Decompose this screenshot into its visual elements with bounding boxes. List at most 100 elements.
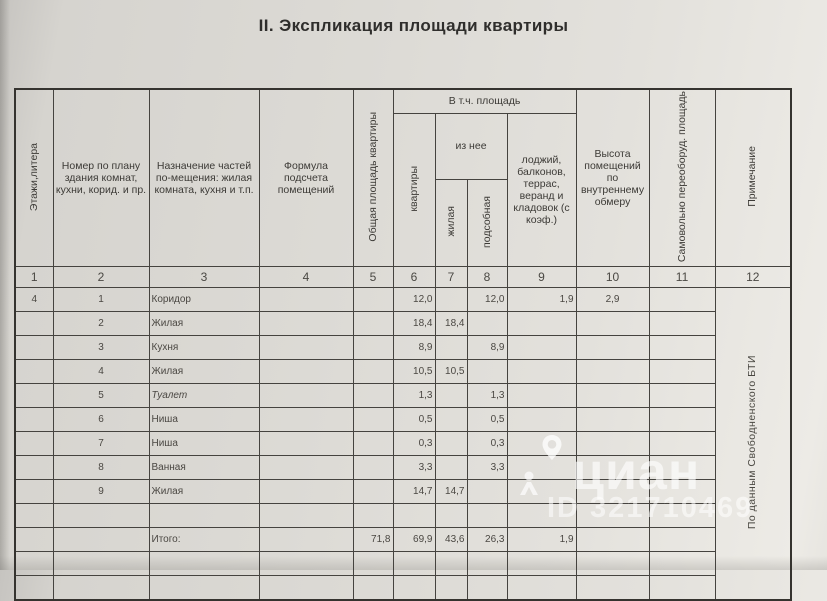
cell-r2-c7: 18,4 [434, 311, 468, 337]
cell-r10-c7 [434, 503, 468, 529]
cell-r4-c9 [506, 359, 577, 385]
cell-r12-c3 [148, 551, 260, 577]
cell-r1-c5 [352, 287, 394, 313]
cell-r13-c8 [466, 575, 508, 601]
header-formula: Формула подсчета помещений [258, 88, 354, 268]
table-row [14, 503, 791, 529]
cell-r7-c9 [506, 431, 577, 457]
header-balconies: лоджий, балконов, террас, веранд и кладо… [506, 112, 577, 268]
colnum-5: 5 [352, 266, 394, 289]
cell-r9-c3: Жилая [148, 479, 260, 505]
cell-r3-c9 [506, 335, 577, 361]
cell-r5-c7 [434, 383, 468, 409]
cell-r3-c7 [434, 335, 468, 361]
header-floors-label: Этажи,литера [27, 142, 40, 211]
cell-r3-c4 [258, 335, 354, 361]
cell-r13-c4 [258, 575, 354, 601]
cell-r10-c5 [352, 503, 394, 529]
cell-r8-c7 [434, 455, 468, 481]
cell-r4-c1 [14, 359, 54, 385]
cell-r2-c1 [14, 311, 54, 337]
colnum-6: 6 [392, 266, 436, 289]
cell-r13-c3 [148, 575, 260, 601]
cell-r6-c8: 0,5 [466, 407, 508, 433]
cell-r1-c4 [258, 287, 354, 313]
cell-r11-c2 [52, 527, 150, 553]
cell-r6-c4 [258, 407, 354, 433]
cell-r3-c8: 8,9 [466, 335, 508, 361]
cell-r11-c3: Итого: [148, 527, 260, 553]
cell-r10-c3 [148, 503, 260, 529]
cell-r7-c11 [648, 431, 716, 457]
header-remark-label: Примечание [746, 146, 759, 207]
cell-r11-c5: 71,8 [352, 527, 394, 553]
header-floors: Этажи,литера [14, 88, 54, 268]
cell-r11-c1 [14, 527, 54, 553]
cell-r8-c4 [258, 455, 354, 481]
cell-r5-c4 [258, 383, 354, 409]
cell-r8-c5 [352, 455, 394, 481]
cell-r2-c9 [506, 311, 577, 337]
header-plan-number: Номер по плану здания комнат, кухни, кор… [52, 88, 150, 268]
cell-r10-c11 [648, 503, 716, 529]
cell-r11-c11 [648, 527, 716, 553]
cell-r6-c2: 6 [52, 407, 150, 433]
colnum-11: 11 [648, 266, 716, 289]
table-body: 4 1 Коридор 12,0 12,0 1,9 2,9 По данным Свободн… [14, 287, 792, 601]
cell-r2-c6: 18,4 [392, 311, 436, 337]
cell-r6-c6: 0,5 [392, 407, 436, 433]
table-row: 9 Жилая 14,7 14,7 [14, 479, 791, 505]
cell-r12-c2 [52, 551, 150, 577]
table-row [14, 551, 791, 577]
cell-r3-c11 [648, 335, 716, 361]
cell-r10-c9 [506, 503, 577, 529]
cell-r1-c1: 4 [14, 287, 54, 313]
cell-r7-c4 [258, 431, 354, 457]
cell-r8-c9 [506, 455, 577, 481]
remark-merged-cell: По данным Свободненского БТИ [714, 287, 792, 601]
cell-r4-c10 [575, 359, 650, 385]
header-remark: Примечание [714, 88, 792, 268]
cell-r9-c11 [648, 479, 716, 505]
cell-r11-c7: 43,6 [434, 527, 468, 553]
cell-r2-c5 [352, 311, 394, 337]
cell-r7-c3: Ниша [148, 431, 260, 457]
colnum-7: 7 [434, 266, 468, 289]
colnum-3: 3 [148, 266, 260, 289]
cell-r5-c6: 1,3 [392, 383, 436, 409]
cell-r11-c10 [575, 527, 650, 553]
explication-table: Этажи,литера Номер по плану здания комна… [14, 88, 793, 601]
cell-r10-c4 [258, 503, 354, 529]
cell-r7-c5 [352, 431, 394, 457]
table-row: 5 Туалет 1,3 1,3 [14, 383, 791, 409]
cell-r13-c6 [392, 575, 436, 601]
header-group-iznee: из нее [434, 112, 508, 181]
cell-r2-c3: Жилая [148, 311, 260, 337]
cell-r6-c11 [648, 407, 716, 433]
header-purpose: Назначение частей по-мещения: жилая комн… [148, 88, 260, 268]
cell-r3-c6: 8,9 [392, 335, 436, 361]
cell-r3-c10 [575, 335, 650, 361]
cell-r9-c4 [258, 479, 354, 505]
cell-r7-c10 [575, 431, 650, 457]
cell-r10-c6 [392, 503, 436, 529]
cell-r8-c3: Ванная [148, 455, 260, 481]
page-title: II. Экспликация площади квартиры [258, 16, 569, 35]
colnum-10: 10 [575, 266, 650, 289]
cell-r7-c6: 0,3 [392, 431, 436, 457]
cell-r6-c9 [506, 407, 577, 433]
header-unauthorized: Самовольно переоборуд. площадь [648, 88, 716, 268]
cell-r12-c11 [648, 551, 716, 577]
cell-r4-c4 [258, 359, 354, 385]
cell-r9-c1 [14, 479, 54, 505]
table-row: Итого: 71,8 69,9 43,6 26,3 1,9 [14, 527, 791, 553]
header-unauthorized-label: Самовольно переоборуд. площадь [675, 91, 688, 263]
header-living-label: жилая [444, 206, 457, 237]
cell-r5-c1 [14, 383, 54, 409]
cell-r13-c7 [434, 575, 468, 601]
cell-r4-c6: 10,5 [392, 359, 436, 385]
cell-r5-c8: 1,3 [466, 383, 508, 409]
cell-r11-c4 [258, 527, 354, 553]
cell-r2-c10 [575, 311, 650, 337]
